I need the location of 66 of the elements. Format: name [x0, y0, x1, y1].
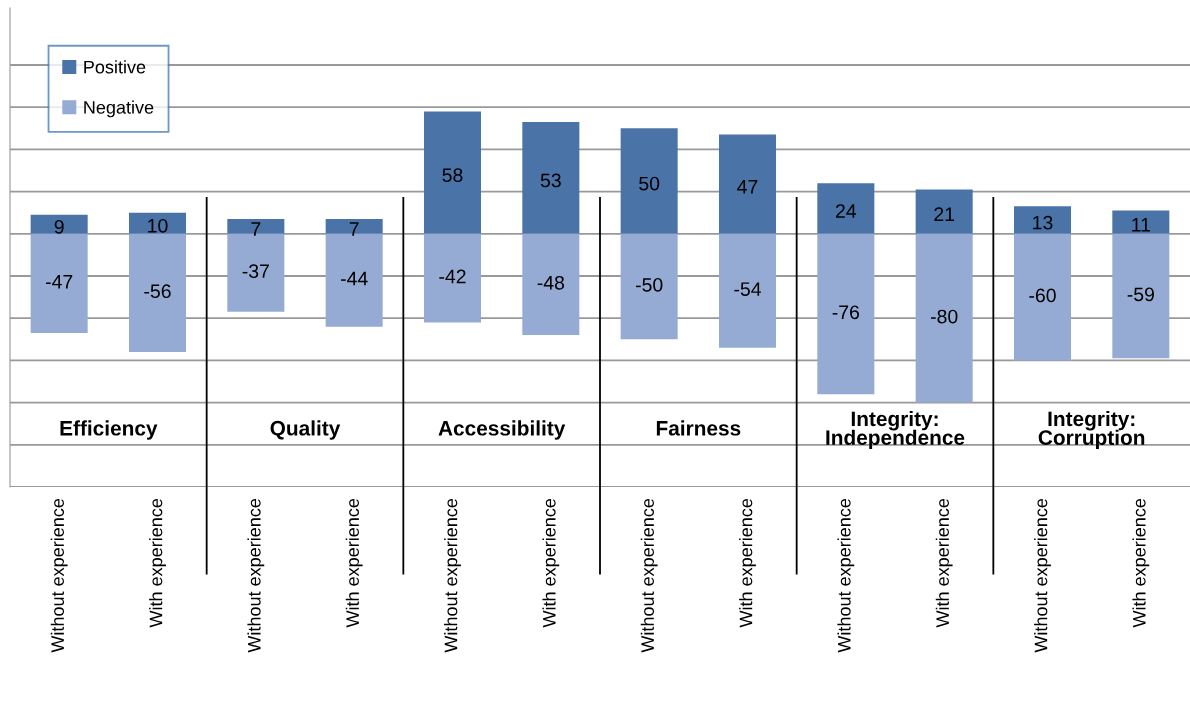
data-label: -37 — [242, 264, 269, 279]
annotation: Integrity: Corruption — [1038, 410, 1145, 450]
bar — [620, 233, 678, 340]
annotation: Fairness — [656, 420, 741, 436]
data-label: 58 — [442, 168, 463, 183]
data-label: 7 — [251, 222, 261, 236]
bar — [30, 214, 88, 234]
bar — [1013, 206, 1072, 234]
bar — [1112, 233, 1170, 359]
data-label: 47 — [737, 180, 758, 194]
data-label: -59 — [1127, 287, 1154, 302]
bar — [128, 233, 187, 352]
x-tick-label: With experience — [542, 498, 560, 628]
data-label: -47 — [45, 275, 73, 289]
bar — [1112, 210, 1170, 234]
bar — [817, 183, 875, 234]
x-tick-label: With experience — [149, 498, 166, 628]
bar — [718, 233, 777, 348]
annotation: Quality — [270, 420, 341, 440]
data-label: 11 — [1132, 218, 1150, 232]
x-tick-label: With experience — [739, 498, 756, 628]
data-label: -44 — [340, 271, 368, 286]
x-tick-label: Without experience — [640, 498, 658, 653]
data-label: -76 — [832, 305, 860, 320]
bar — [227, 219, 285, 234]
bar — [325, 219, 383, 234]
legend-label: Positive — [84, 60, 146, 74]
bar — [423, 233, 482, 323]
bar — [522, 121, 580, 234]
data-label: 50 — [639, 176, 660, 191]
data-label: 24 — [836, 204, 857, 218]
data-label: 10 — [148, 218, 168, 233]
x-tick-label: Without experience — [837, 498, 855, 653]
bar — [915, 233, 973, 403]
x-tick-label: Without experience — [1034, 498, 1051, 653]
annotation: Accessibility — [438, 420, 566, 440]
bar — [128, 212, 187, 234]
x-tick-label: With experience — [1132, 498, 1150, 628]
data-label: 53 — [540, 173, 561, 188]
bar — [1013, 233, 1072, 361]
data-label: 9 — [54, 219, 64, 234]
data-label: -42 — [439, 269, 466, 284]
bar — [718, 134, 777, 234]
x-tick-label: With experience — [935, 498, 953, 628]
bar — [30, 233, 88, 333]
data-label: -50 — [635, 277, 663, 292]
data-label: -60 — [1029, 288, 1056, 303]
bar — [915, 189, 973, 234]
x-tick-label: Without experience — [247, 498, 265, 653]
x-tick-label: Without experience — [50, 498, 68, 653]
annotation: Integrity: Independence — [826, 410, 965, 450]
x-tick-label: Without experience — [444, 498, 461, 653]
data-label: 21 — [934, 207, 955, 221]
data-label: -48 — [537, 275, 565, 290]
data-label: -80 — [930, 309, 958, 324]
data-label: 13 — [1033, 215, 1053, 230]
bar — [620, 128, 678, 234]
data-label: -56 — [144, 284, 171, 299]
annotation: Efficiency — [60, 420, 158, 440]
legend-label: Negative — [84, 100, 154, 118]
bar — [817, 233, 875, 395]
data-label: -54 — [734, 282, 761, 296]
bar — [522, 233, 580, 336]
data-label: 7 — [349, 222, 359, 236]
bar — [423, 111, 482, 234]
x-tick-label: With experience — [345, 498, 363, 628]
